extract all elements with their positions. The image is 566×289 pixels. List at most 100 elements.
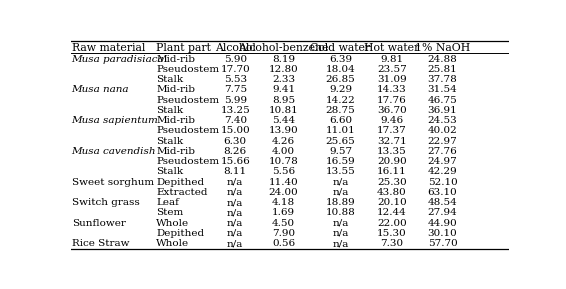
Text: 31.09: 31.09: [377, 75, 407, 84]
Text: 37.78: 37.78: [428, 75, 457, 84]
Text: 7.90: 7.90: [272, 229, 295, 238]
Text: 0.56: 0.56: [272, 239, 295, 248]
Text: 25.81: 25.81: [428, 65, 457, 74]
Text: 8.95: 8.95: [272, 96, 295, 105]
Text: 17.70: 17.70: [220, 65, 250, 74]
Text: Musa cavendish: Musa cavendish: [72, 147, 156, 156]
Text: 6.30: 6.30: [224, 137, 247, 146]
Text: 30.10: 30.10: [428, 229, 457, 238]
Text: 24.88: 24.88: [428, 55, 457, 64]
Text: 27.94: 27.94: [428, 208, 457, 217]
Text: 5.53: 5.53: [224, 75, 247, 84]
Text: 13.55: 13.55: [325, 167, 355, 176]
Text: n/a: n/a: [332, 229, 349, 238]
Text: 12.44: 12.44: [377, 208, 407, 217]
Text: 31.54: 31.54: [428, 86, 457, 95]
Text: 12.80: 12.80: [269, 65, 298, 74]
Text: Rice Straw: Rice Straw: [72, 239, 129, 248]
Text: Mid-rib: Mid-rib: [156, 55, 195, 64]
Text: 32.71: 32.71: [377, 137, 407, 146]
Text: 7.40: 7.40: [224, 116, 247, 125]
Text: Musa paradisiaca: Musa paradisiaca: [72, 55, 164, 64]
Text: n/a: n/a: [227, 229, 243, 238]
Text: 10.81: 10.81: [269, 106, 298, 115]
Text: Stalk: Stalk: [156, 137, 183, 146]
Text: Alcohol-benzene: Alcohol-benzene: [238, 43, 329, 53]
Text: 5.56: 5.56: [272, 167, 295, 176]
Text: 9.57: 9.57: [329, 147, 352, 156]
Text: 10.88: 10.88: [325, 208, 355, 217]
Text: n/a: n/a: [332, 239, 349, 248]
Text: Depithed: Depithed: [156, 178, 204, 187]
Text: 8.19: 8.19: [272, 55, 295, 64]
Text: 40.02: 40.02: [428, 126, 457, 136]
Text: Hot water: Hot water: [365, 43, 419, 53]
Text: n/a: n/a: [227, 239, 243, 248]
Text: Mid-rib: Mid-rib: [156, 147, 195, 156]
Text: 52.10: 52.10: [428, 178, 457, 187]
Text: Sweet sorghum: Sweet sorghum: [72, 178, 154, 187]
Text: 4.50: 4.50: [272, 218, 295, 227]
Text: n/a: n/a: [227, 178, 243, 187]
Text: Sunflower: Sunflower: [72, 218, 126, 227]
Text: Stalk: Stalk: [156, 75, 183, 84]
Text: 9.29: 9.29: [329, 86, 352, 95]
Text: Whole: Whole: [156, 239, 190, 248]
Text: Stalk: Stalk: [156, 167, 183, 176]
Text: 27.76: 27.76: [428, 147, 457, 156]
Text: 63.10: 63.10: [428, 188, 457, 197]
Text: 26.85: 26.85: [325, 75, 355, 84]
Text: n/a: n/a: [332, 178, 349, 187]
Text: 13.90: 13.90: [269, 126, 298, 136]
Text: 9.81: 9.81: [380, 55, 404, 64]
Text: Stalk: Stalk: [156, 106, 183, 115]
Text: 4.18: 4.18: [272, 198, 295, 207]
Text: Alcohol: Alcohol: [215, 43, 256, 53]
Text: n/a: n/a: [227, 188, 243, 197]
Text: 48.54: 48.54: [428, 198, 457, 207]
Text: 6.60: 6.60: [329, 116, 352, 125]
Text: Pseudostem: Pseudostem: [156, 65, 220, 74]
Text: Cold water: Cold water: [311, 43, 371, 53]
Text: 9.46: 9.46: [380, 116, 404, 125]
Text: 24.53: 24.53: [428, 116, 457, 125]
Text: Pseudostem: Pseudostem: [156, 126, 220, 136]
Text: 57.70: 57.70: [428, 239, 457, 248]
Text: 15.00: 15.00: [220, 126, 250, 136]
Text: 18.04: 18.04: [325, 65, 355, 74]
Text: 24.00: 24.00: [269, 188, 298, 197]
Text: 9.41: 9.41: [272, 86, 295, 95]
Text: 6.39: 6.39: [329, 55, 352, 64]
Text: 25.30: 25.30: [377, 178, 407, 187]
Text: 36.70: 36.70: [377, 106, 407, 115]
Text: Stem: Stem: [156, 208, 183, 217]
Text: 24.97: 24.97: [428, 157, 457, 166]
Text: 8.26: 8.26: [224, 147, 247, 156]
Text: 36.91: 36.91: [428, 106, 457, 115]
Text: Mid-rib: Mid-rib: [156, 116, 195, 125]
Text: n/a: n/a: [227, 218, 243, 227]
Text: 20.90: 20.90: [377, 157, 407, 166]
Text: Pseudostem: Pseudostem: [156, 157, 220, 166]
Text: 17.37: 17.37: [377, 126, 407, 136]
Text: 18.89: 18.89: [325, 198, 355, 207]
Text: Pseudostem: Pseudostem: [156, 96, 220, 105]
Text: n/a: n/a: [332, 218, 349, 227]
Text: Musa sapientum: Musa sapientum: [72, 116, 158, 125]
Text: 46.75: 46.75: [428, 96, 457, 105]
Text: 23.57: 23.57: [377, 65, 407, 74]
Text: 13.25: 13.25: [220, 106, 250, 115]
Text: 15.66: 15.66: [220, 157, 250, 166]
Text: 4.26: 4.26: [272, 137, 295, 146]
Text: Leaf: Leaf: [156, 198, 179, 207]
Text: 15.30: 15.30: [377, 229, 407, 238]
Text: 5.44: 5.44: [272, 116, 295, 125]
Text: Raw material: Raw material: [72, 43, 145, 53]
Text: n/a: n/a: [332, 188, 349, 197]
Text: 1.69: 1.69: [272, 208, 295, 217]
Text: Plant part: Plant part: [156, 43, 211, 53]
Text: 14.22: 14.22: [325, 96, 355, 105]
Text: Musa nana: Musa nana: [72, 86, 129, 95]
Text: 5.99: 5.99: [224, 96, 247, 105]
Text: 10.78: 10.78: [269, 157, 298, 166]
